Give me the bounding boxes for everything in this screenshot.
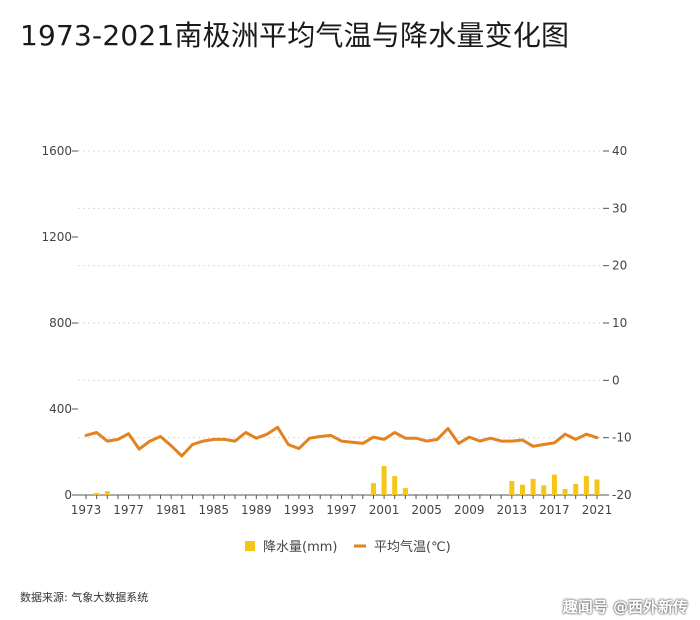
- x-tick-label: 1977: [113, 503, 144, 517]
- precip-bar: [402, 488, 408, 495]
- y-left-tick-label: 1600: [41, 144, 72, 158]
- y-right-tick-label: 20: [612, 259, 627, 273]
- x-tick-label: 2017: [539, 503, 570, 517]
- x-tick-label: 1993: [284, 503, 315, 517]
- y-left-tick-label: 1200: [41, 230, 72, 244]
- chart-title: 1973-2021南极洲平均气温与降水量变化图: [20, 19, 570, 52]
- precip-bar: [541, 485, 547, 495]
- x-tick-label: 1973: [71, 503, 102, 517]
- precip-bar: [530, 478, 536, 495]
- x-tick-label: 1997: [326, 503, 357, 517]
- temperature-line: [84, 425, 599, 458]
- y-left-tick-label: 0: [64, 488, 72, 502]
- data-source-note: 数据来源: 气象大数据系统: [20, 591, 149, 604]
- x-tick-label: 1981: [156, 503, 187, 517]
- precip-bar: [370, 483, 376, 495]
- y-right-tick-label: 40: [612, 144, 627, 158]
- watermark: 趣闻号 @西外新传: [562, 598, 688, 616]
- legend-swatch-precip: [245, 541, 255, 551]
- legend-label-precip: 降水量(mm): [263, 540, 337, 555]
- x-tick-label: 1989: [241, 503, 272, 517]
- x-tick-label: 2009: [454, 503, 485, 517]
- precip-bar: [594, 479, 600, 495]
- y-right-tick-label: -10: [612, 431, 632, 445]
- x-tick-label: 2013: [497, 503, 528, 517]
- y-left-tick-label: 400: [49, 402, 72, 416]
- precip-bar: [551, 474, 557, 495]
- x-tick-label: 1985: [198, 503, 229, 517]
- y-right-tick-label: 10: [612, 316, 627, 330]
- precip-bar: [509, 481, 515, 495]
- precip-bar: [381, 465, 387, 495]
- precip-bar: [392, 476, 398, 495]
- y-right-tick-label: 0: [612, 373, 620, 387]
- y-right-tick-label: -20: [612, 488, 632, 502]
- x-tick-label: 2021: [582, 503, 613, 517]
- precip-bar: [562, 488, 568, 495]
- y-right-tick-label: 30: [612, 201, 627, 215]
- precip-bar: [94, 492, 100, 495]
- precip-bar: [519, 484, 525, 495]
- y-left-tick-label: 800: [49, 316, 72, 330]
- precip-bar: [573, 483, 579, 495]
- x-tick-label: 2005: [411, 503, 442, 517]
- precip-bar: [104, 491, 110, 495]
- x-tick-label: 2001: [369, 503, 400, 517]
- legend-label-temp: 平均气温(℃): [374, 539, 451, 555]
- precip-bar: [583, 476, 589, 495]
